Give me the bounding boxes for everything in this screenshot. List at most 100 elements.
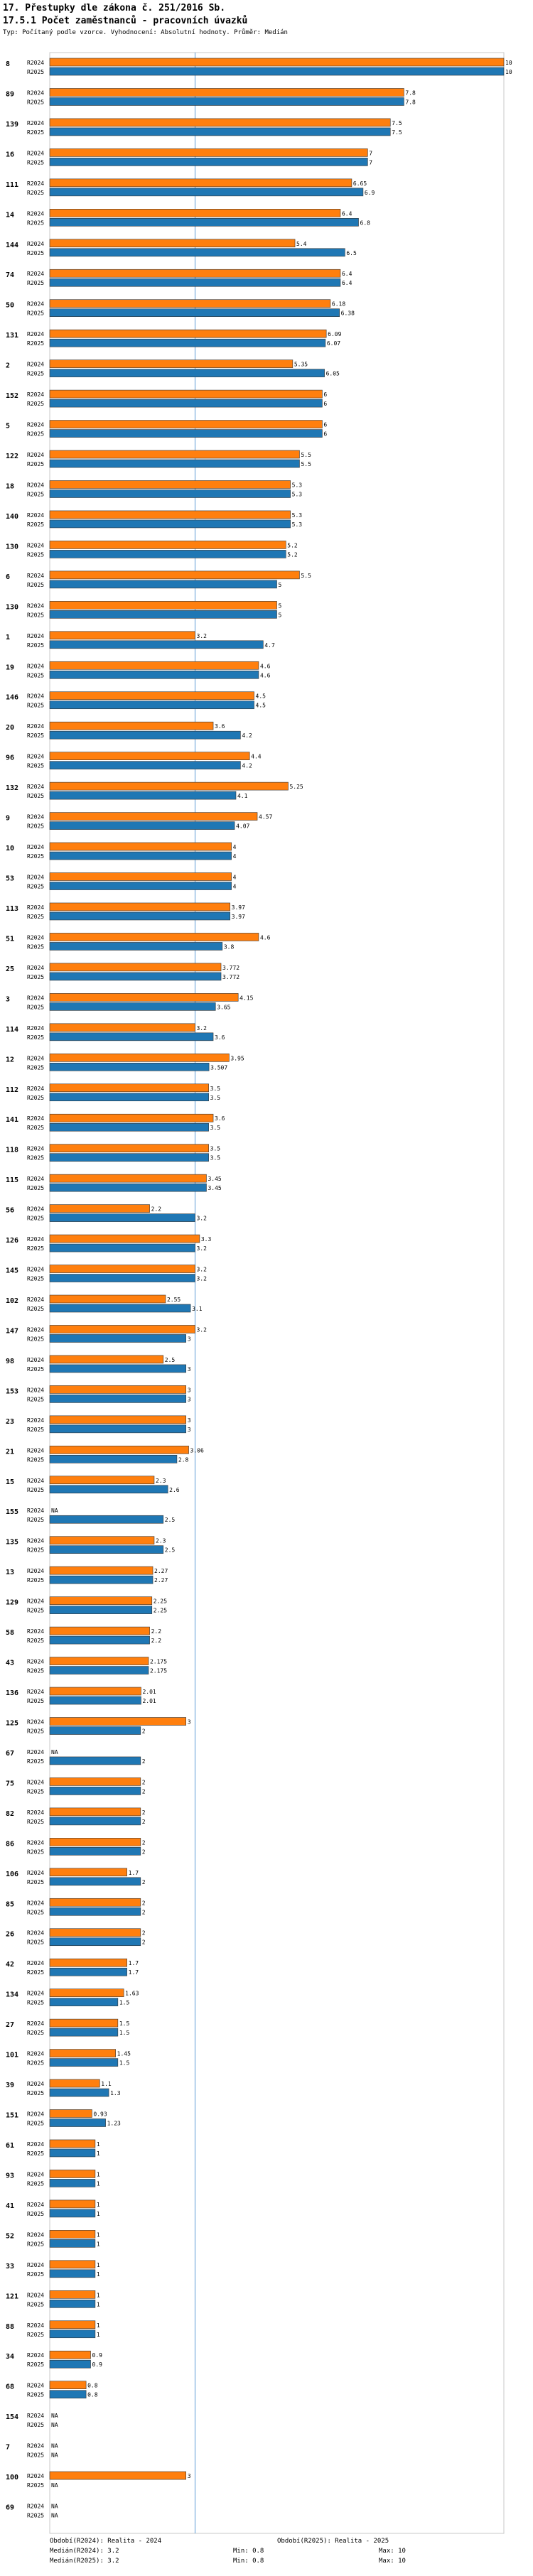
bar-r2025 — [49, 1967, 127, 1976]
bar-r2024 — [49, 269, 341, 278]
value-label-r2024: 5.2 — [287, 542, 298, 548]
group-label: 129 — [6, 1599, 18, 1607]
group-label: 93 — [6, 2172, 14, 2180]
bar-r2024 — [49, 209, 341, 217]
bar-r2024 — [49, 2471, 186, 2480]
series-label-r2025: R2025 — [27, 1969, 44, 1976]
bar-r2025 — [49, 2058, 119, 2067]
series-label-r2024: R2024 — [27, 1025, 44, 1032]
group-label: 100 — [6, 2474, 18, 2482]
bar-r2025 — [49, 791, 237, 800]
value-label-r2024: 2.175 — [150, 1659, 167, 1665]
bar-r2025 — [49, 2299, 96, 2308]
bar-r2024 — [49, 88, 404, 97]
bar-r2025 — [49, 821, 235, 830]
bar-r2024 — [49, 118, 391, 127]
value-label-r2025: 3 — [188, 1366, 191, 1373]
value-label-r2024: 1 — [97, 2171, 100, 2177]
value-label-r2025: NA — [51, 2452, 58, 2459]
series-label-r2024: R2024 — [27, 60, 44, 66]
group-label: 151 — [6, 2112, 18, 2120]
bar-r2025 — [49, 670, 259, 679]
series-label-r2024: R2024 — [27, 2020, 44, 2027]
bar-r2025 — [49, 369, 325, 377]
bar-r2024 — [49, 691, 254, 700]
value-label-r2025: 3.97 — [232, 914, 245, 920]
series-label-r2025: R2025 — [27, 2121, 44, 2127]
group-label: 126 — [6, 1237, 18, 1245]
bar-r2025 — [49, 550, 286, 558]
value-label-r2024: 3.2 — [196, 1326, 207, 1333]
value-label-r2024: 1 — [97, 2292, 100, 2298]
value-label-r2025: 6.07 — [327, 340, 340, 347]
series-label-r2025: R2025 — [27, 582, 44, 588]
value-label-r2024: 4.5 — [256, 693, 266, 700]
value-label-r2025: 7.5 — [392, 129, 402, 136]
bar-r2025 — [49, 67, 505, 76]
group-label: 131 — [6, 332, 18, 340]
series-label-r2024: R2024 — [27, 573, 44, 579]
series-label-r2025: R2025 — [27, 2482, 44, 2489]
bar-r2025 — [49, 1395, 186, 1403]
series-label-r2025: R2025 — [27, 1638, 44, 1644]
bar-r2025 — [49, 248, 345, 257]
group-label: 25 — [6, 965, 14, 973]
value-label-r2024: 2 — [142, 1809, 146, 1816]
series-label-r2024: R2024 — [27, 1930, 44, 1937]
series-label-r2024: R2024 — [27, 2504, 44, 2510]
bar-r2025 — [49, 1213, 195, 1222]
series-label-r2025: R2025 — [27, 2180, 44, 2187]
value-label-r2025: 6 — [323, 431, 327, 438]
bar-r2025 — [49, 399, 323, 408]
bar-r2025 — [49, 2329, 96, 2339]
value-label-r2024: 1.63 — [125, 1991, 139, 1997]
series-label-r2024: R2024 — [27, 1417, 44, 1424]
series-label-r2024: R2024 — [27, 995, 44, 1001]
group-label: 34 — [6, 2353, 14, 2361]
bar-r2024 — [49, 450, 300, 459]
bar-r2024 — [49, 1415, 186, 1424]
series-label-r2024: R2024 — [27, 1146, 44, 1152]
series-label-r2025: R2025 — [27, 1819, 44, 1825]
series-label-r2024: R2024 — [27, 180, 44, 187]
series-label-r2024: R2024 — [27, 2383, 44, 2389]
plot-area — [49, 52, 505, 2534]
bar-r2024 — [49, 1144, 209, 1152]
bar-r2025 — [49, 127, 391, 136]
value-label-r2025: 2.175 — [150, 1668, 167, 1674]
group-label: 50 — [6, 302, 14, 310]
value-label-r2024: 2.25 — [154, 1598, 167, 1605]
bar-r2025 — [49, 1183, 207, 1192]
group-label: 33 — [6, 2263, 14, 2271]
value-label-r2024: NA — [51, 2443, 58, 2450]
value-label-r2024: 2.2 — [151, 1206, 162, 1213]
series-label-r2024: R2024 — [27, 1839, 44, 1846]
series-label-r2024: R2024 — [27, 2322, 44, 2329]
value-label-r2024: 1 — [97, 2322, 100, 2329]
bar-r2024 — [49, 1536, 155, 1545]
value-label-r2025: 2 — [142, 1939, 146, 1946]
series-label-r2024: R2024 — [27, 1326, 44, 1333]
value-label-r2024: 5.3 — [292, 482, 303, 488]
group-label: 12 — [6, 1056, 14, 1064]
value-label-r2025: 1 — [97, 2180, 100, 2187]
group-label: 21 — [6, 1448, 14, 1456]
series-label-r2025: R2025 — [27, 431, 44, 438]
group-label: 115 — [6, 1176, 18, 1184]
series-label-r2024: R2024 — [27, 2413, 44, 2419]
group-label: 112 — [6, 1086, 18, 1094]
series-label-r2025: R2025 — [27, 2000, 44, 2006]
value-label-r2025: 6 — [323, 401, 327, 407]
value-label-r2024: NA — [51, 1508, 58, 1514]
series-label-r2025: R2025 — [27, 1064, 44, 1071]
bar-r2025 — [49, 2148, 96, 2158]
value-label-r2025: 3.2 — [196, 1216, 207, 1222]
bar-r2024 — [49, 570, 300, 580]
value-label-r2024: 2.3 — [156, 1538, 166, 1544]
bar-r2025 — [49, 429, 323, 438]
bar-r2024 — [49, 631, 195, 640]
value-label-r2025: 5.3 — [292, 521, 303, 528]
bar-r2024 — [49, 781, 289, 791]
bar-r2024 — [49, 510, 291, 519]
bar-r2025 — [49, 1726, 141, 1735]
